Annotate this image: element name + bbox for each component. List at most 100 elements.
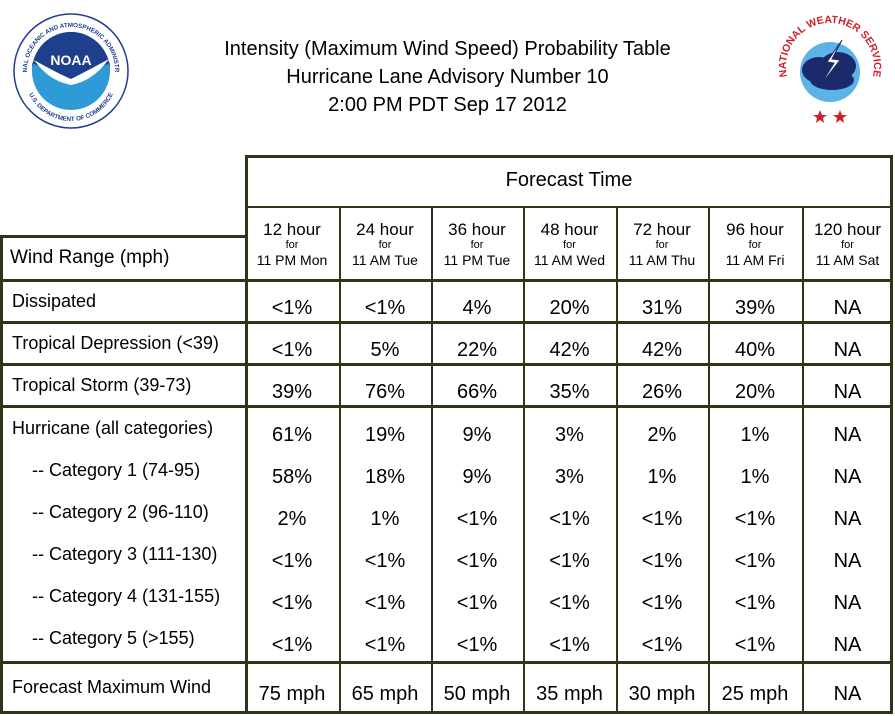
table-cell: 50 mph: [443, 682, 511, 705]
column-for: for: [470, 239, 484, 251]
table-border: [0, 405, 893, 408]
table-cell: <1%: [456, 633, 498, 656]
table-border: [339, 206, 341, 712]
table-border: [0, 661, 893, 664]
column-time: 11 AM Thu: [628, 252, 696, 268]
table-cell: 4%: [462, 296, 492, 319]
table-cell: <1%: [641, 549, 683, 572]
column-time: 11 AM Sat: [815, 252, 880, 268]
row-label: Hurricane (all categories): [12, 418, 214, 438]
table-cell: 26%: [641, 380, 683, 403]
forecast-time-header: Forecast Time: [505, 169, 633, 191]
table-border: [0, 363, 893, 366]
table-cell: <1%: [271, 338, 313, 361]
table-cell: <1%: [456, 549, 498, 572]
table-cell: <1%: [364, 591, 406, 614]
table-border: [245, 206, 248, 712]
row-label: Forecast Maximum Wind: [12, 677, 212, 697]
table-cell: 22%: [456, 338, 498, 361]
table-border: [616, 206, 618, 712]
table-border: [0, 321, 893, 324]
column-hours: 36 hour: [448, 220, 506, 239]
table-cell: 39%: [734, 296, 776, 319]
column-header: 12 hour for 11 PM Mon: [245, 220, 339, 269]
row-label: -- Category 1 (74-95): [32, 460, 201, 480]
table-cell: <1%: [734, 633, 776, 656]
table-cell: 35%: [549, 380, 590, 403]
wind-range-header: Wind Range (mph): [10, 247, 170, 268]
table-cell: <1%: [734, 507, 776, 530]
table-cell: <1%: [734, 549, 776, 572]
row-label: -- Category 4 (131-155): [32, 586, 221, 606]
table-cell: 2%: [277, 507, 307, 530]
page-title: Intensity (Maximum Wind Speed) Probabili…: [150, 35, 745, 119]
table-border: [0, 279, 893, 282]
table-cell: <1%: [641, 591, 683, 614]
table-cell: <1%: [364, 633, 406, 656]
column-for: for: [748, 239, 762, 251]
column-time: 11 AM Wed: [533, 252, 606, 268]
column-hours: 120 hour: [813, 220, 882, 239]
table-cell: NA: [833, 338, 862, 361]
table-cell: <1%: [549, 549, 590, 572]
table-cell: NA: [833, 633, 862, 656]
table-border: [245, 206, 893, 208]
column-header: 24 hour for 11 AM Tue: [339, 220, 431, 269]
table-cell: <1%: [271, 549, 313, 572]
column-time: 11 PM Mon: [256, 252, 328, 268]
row-label: -- Category 3 (111-130): [32, 544, 218, 564]
table-cell: 58%: [271, 465, 313, 488]
column-for: for: [655, 239, 669, 251]
column-for: for: [841, 239, 854, 251]
table-cell: <1%: [456, 591, 498, 614]
table-cell: 42%: [641, 338, 683, 361]
row-label: -- Category 5 (>155): [32, 628, 195, 648]
table-cell: <1%: [641, 507, 683, 530]
column-time: 11 AM Fri: [725, 252, 785, 268]
table-border: [431, 206, 433, 712]
table-border: [0, 235, 245, 238]
star-icon: [833, 110, 847, 123]
table-border: [0, 235, 3, 712]
column-hours: 96 hour: [726, 220, 784, 239]
title-line-3: 2:00 PM PDT Sep 17 2012: [328, 94, 567, 116]
table-cell: 19%: [364, 423, 406, 446]
table-cell: 35 mph: [536, 682, 603, 705]
table-cell: <1%: [734, 591, 776, 614]
table-cell: <1%: [364, 296, 406, 319]
table-cell: <1%: [364, 549, 406, 572]
table-cell: <1%: [549, 591, 590, 614]
column-for: for: [563, 239, 576, 251]
table-cell: 9%: [462, 465, 492, 488]
column-header: 48 hour for 11 AM Wed: [523, 220, 616, 269]
table-cell: 20%: [734, 380, 776, 403]
table-border: [802, 206, 804, 712]
table-cell: 25 mph: [721, 682, 789, 705]
row-label: Tropical Storm (39-73): [12, 375, 192, 395]
table-cell: 42%: [549, 338, 590, 361]
row-label: Dissipated: [12, 291, 97, 311]
table-cell: NA: [833, 423, 862, 446]
title-line-2: Hurricane Lane Advisory Number 10: [286, 66, 609, 88]
table-cell: <1%: [271, 633, 313, 656]
column-time: 11 AM Tue: [352, 252, 418, 268]
table-cell: <1%: [271, 296, 313, 319]
table-cell: 5%: [370, 338, 400, 361]
table-cell: 40%: [734, 338, 776, 361]
table-cell: <1%: [549, 633, 590, 656]
column-hours: 24 hour: [356, 220, 414, 239]
table-cell: 1%: [740, 465, 770, 488]
table-cell: <1%: [641, 633, 683, 656]
table-cell: NA: [833, 380, 862, 403]
table-cell: 2%: [647, 423, 677, 446]
noaa-logo: NATIONAL OCEANIC AND ATMOSPHERIC ADMINIS…: [13, 13, 129, 129]
table-cell: NA: [833, 296, 862, 319]
column-header: 96 hour for 11 AM Fri: [708, 220, 802, 269]
table-cell: <1%: [271, 591, 313, 614]
title-line-1: Intensity (Maximum Wind Speed) Probabili…: [224, 38, 671, 60]
table-cell: 9%: [462, 423, 492, 446]
table-cell: <1%: [456, 507, 498, 530]
table-border: [0, 711, 893, 714]
table-cell: NA: [833, 591, 862, 614]
table-border: [523, 206, 525, 712]
